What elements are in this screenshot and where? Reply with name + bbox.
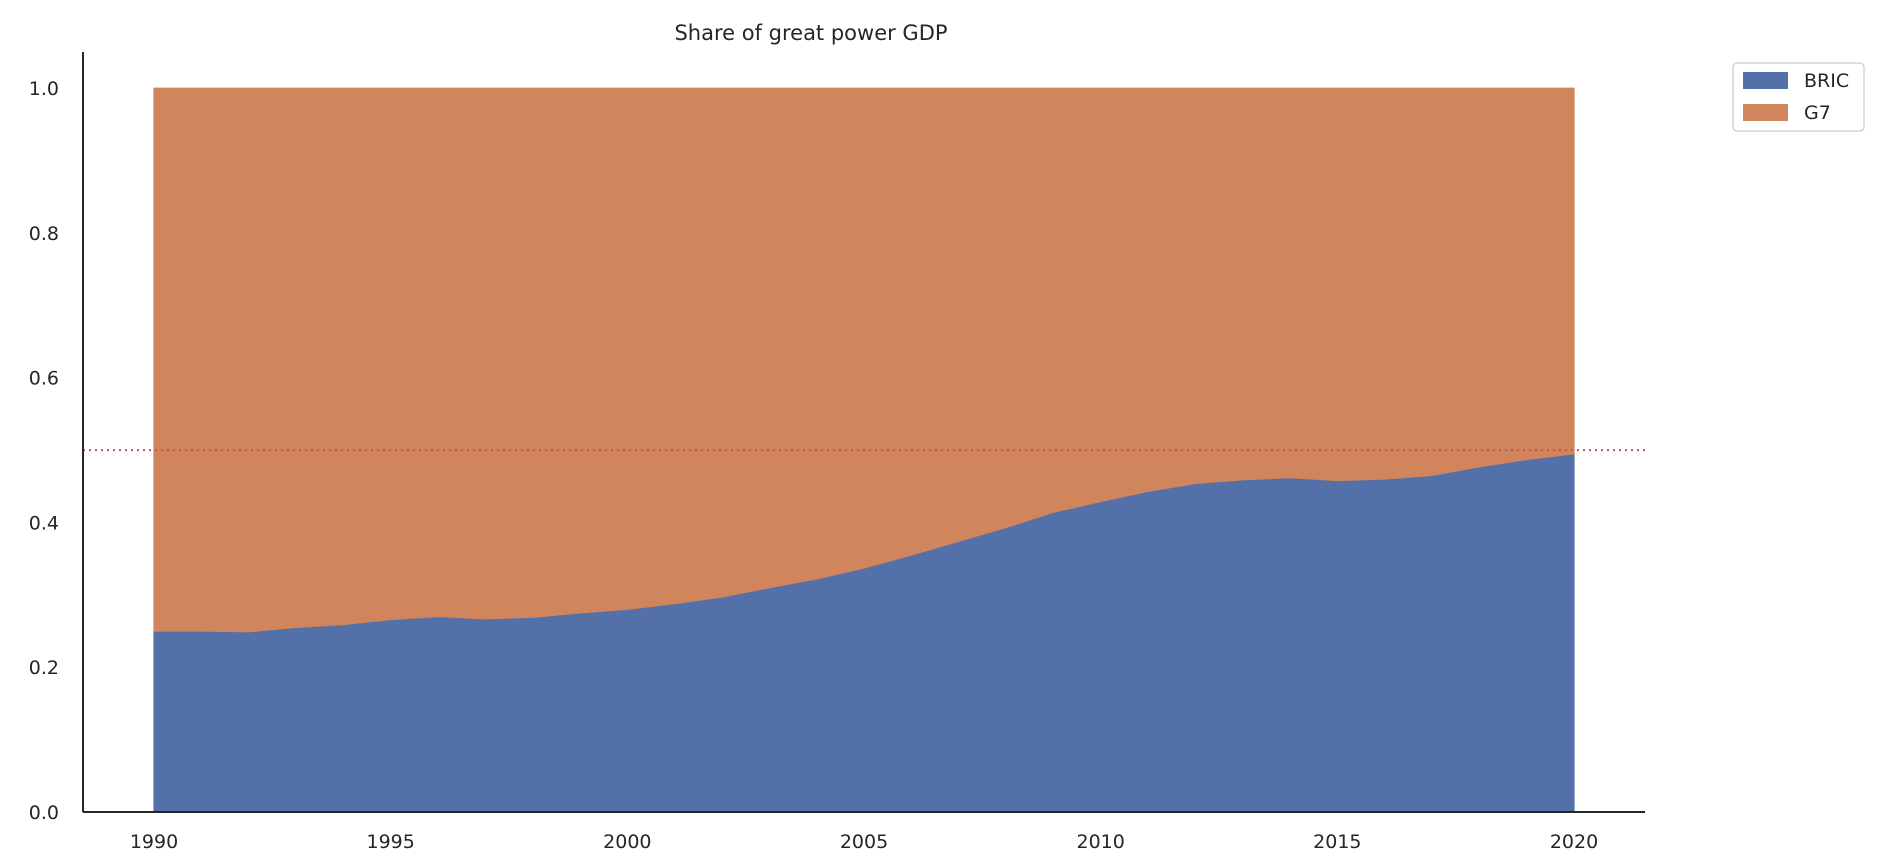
axes [82,52,1645,813]
legend-label-g7: G7 [1804,102,1831,124]
y-tick-label: 0.0 [29,802,59,824]
x-tick-label: 2015 [1313,831,1361,853]
legend: BRIC G7 [1732,62,1865,132]
legend-label-bric: BRIC [1804,70,1849,92]
area-g7 [153,87,1575,633]
y-tick-label: 0.2 [29,657,59,679]
plot-areas [153,87,1575,813]
x-tick-label: 1990 [130,831,178,853]
legend-swatch-g7 [1743,104,1788,121]
x-tick-label: 2020 [1550,831,1598,853]
x-tick-label: 2000 [603,831,651,853]
legend-swatch-bric [1743,72,1788,89]
y-tick-label: 0.8 [29,223,59,245]
y-tick-label: 1.0 [29,78,59,100]
x-tick-label: 2005 [840,831,888,853]
x-tick-label: 2010 [1076,831,1124,853]
y-tick-label: 0.4 [29,512,59,534]
chart-title: Share of great power GDP [674,21,947,45]
x-axis-ticks: 1990 1995 2000 2005 2010 2015 2020 [130,831,1598,853]
x-tick-label: 1995 [366,831,414,853]
y-tick-label: 0.6 [29,368,59,390]
y-axis-ticks: 0.0 0.2 0.4 0.6 0.8 1.0 [29,78,59,824]
